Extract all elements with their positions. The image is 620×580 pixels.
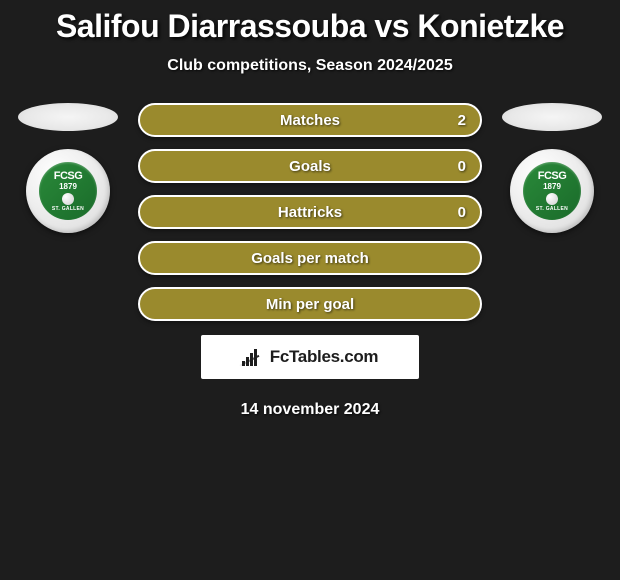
avatar-placeholder-right (502, 103, 602, 131)
stat-row-goals: Goals 0 (138, 149, 482, 183)
badge-city: ST. GALLEN (536, 206, 568, 212)
stat-row-matches: Matches 2 (138, 103, 482, 137)
avatar-placeholder-left (18, 103, 118, 131)
stat-value: 0 (458, 204, 466, 221)
chart-icon (242, 348, 264, 366)
comparison-card: Salifou Diarrassouba vs Konietzke Club c… (0, 0, 620, 580)
stats-column: Matches 2 Goals 0 Hattricks 0 Goals per … (138, 103, 482, 321)
soccer-ball-icon (62, 193, 74, 205)
club-badge-right: FCSG 1879 ST. GALLEN (510, 149, 594, 233)
subtitle: Club competitions, Season 2024/2025 (0, 57, 620, 75)
badge-abbrev: FCSG (538, 171, 567, 182)
date-label: 14 november 2024 (0, 401, 620, 419)
badge-abbrev: FCSG (54, 171, 83, 182)
stat-label: Min per goal (266, 296, 354, 313)
club-badge-left: FCSG 1879 ST. GALLEN (26, 149, 110, 233)
stat-label: Goals (289, 158, 331, 175)
stat-value: 0 (458, 158, 466, 175)
badge-inner: FCSG 1879 ST. GALLEN (39, 162, 97, 220)
stat-label: Hattricks (278, 204, 342, 221)
stat-value: 2 (458, 112, 466, 129)
player-left-col: FCSG 1879 ST. GALLEN (18, 103, 118, 233)
badge-year: 1879 (59, 183, 77, 191)
stat-row-goals-per-match: Goals per match (138, 241, 482, 275)
stat-row-hattricks: Hattricks 0 (138, 195, 482, 229)
brand-name: FcTables.com (270, 347, 379, 367)
badge-city: ST. GALLEN (52, 206, 84, 212)
player-right-col: FCSG 1879 ST. GALLEN (502, 103, 602, 233)
stat-row-min-per-goal: Min per goal (138, 287, 482, 321)
page-title: Salifou Diarrassouba vs Konietzke (0, 8, 620, 45)
comparison-row: FCSG 1879 ST. GALLEN Matches 2 Goals 0 H… (0, 103, 620, 321)
badge-year: 1879 (543, 183, 561, 191)
brand-attribution[interactable]: FcTables.com (201, 335, 419, 379)
badge-inner: FCSG 1879 ST. GALLEN (523, 162, 581, 220)
stat-label: Goals per match (251, 250, 369, 267)
stat-label: Matches (280, 112, 340, 129)
soccer-ball-icon (546, 193, 558, 205)
